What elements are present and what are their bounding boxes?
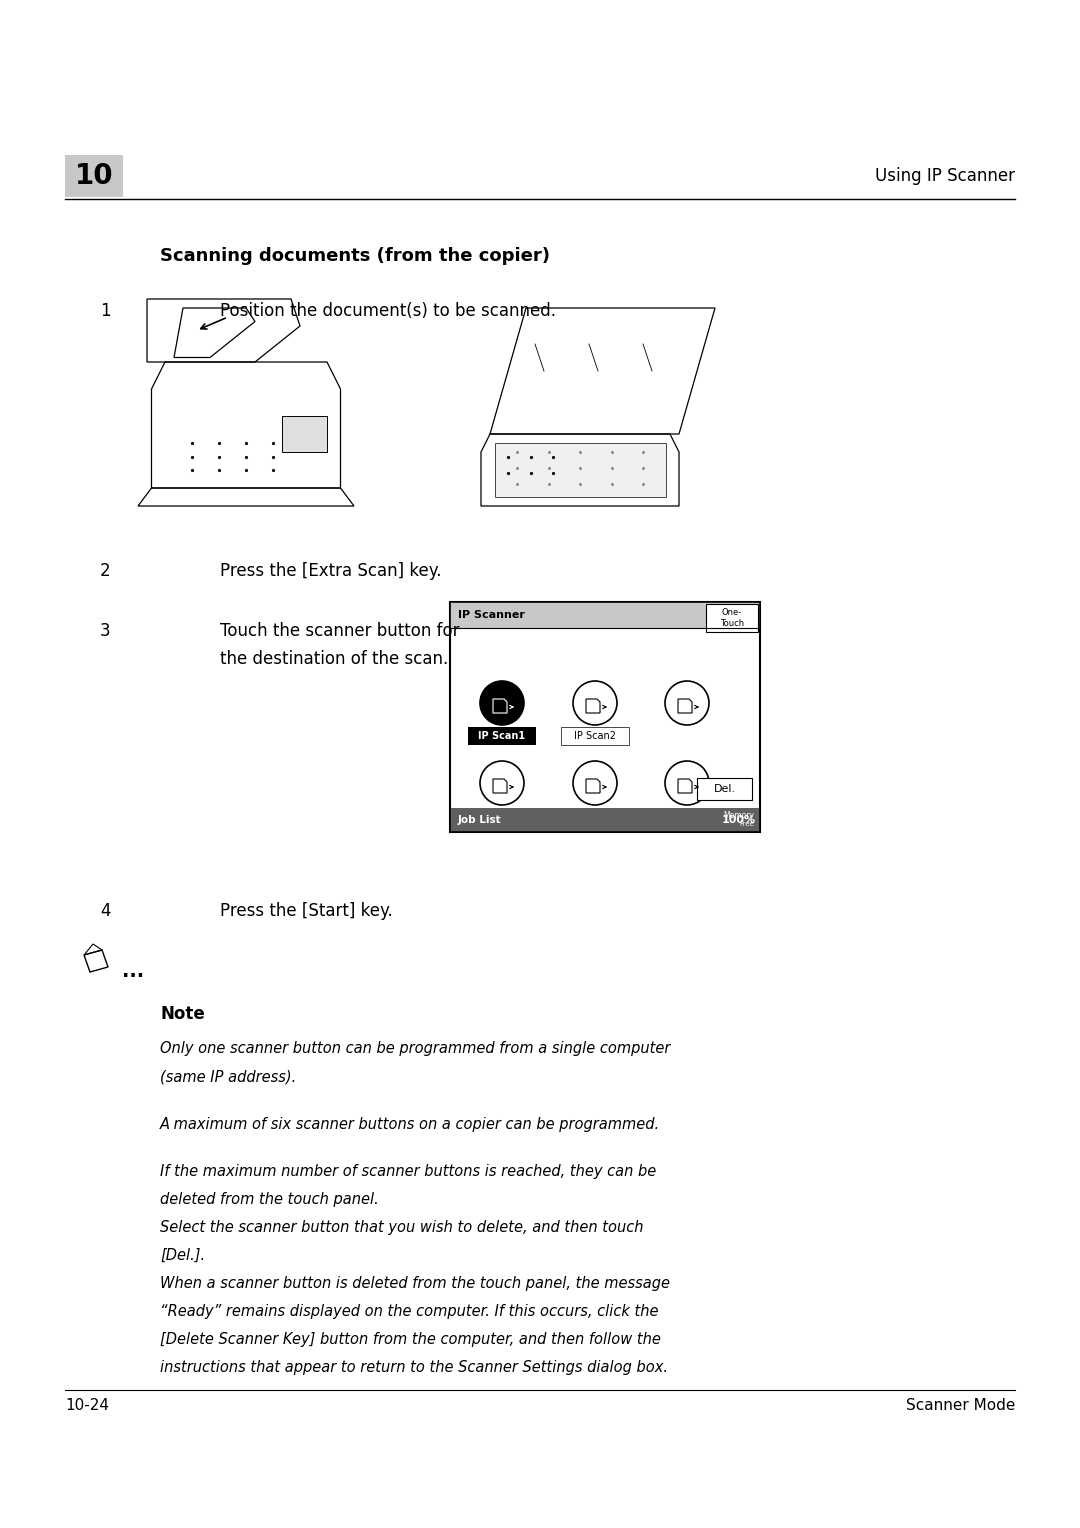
Text: When a scanner button is deleted from the touch panel, the message: When a scanner button is deleted from th… [160,1276,670,1291]
Circle shape [665,681,708,724]
FancyBboxPatch shape [65,154,123,197]
Text: Memory: Memory [723,811,754,821]
FancyBboxPatch shape [450,602,760,628]
Circle shape [573,761,617,805]
Text: Note: Note [160,1005,205,1024]
FancyBboxPatch shape [468,727,536,746]
Text: 10: 10 [75,162,113,189]
Text: If the maximum number of scanner buttons is reached, they can be: If the maximum number of scanner buttons… [160,1164,657,1180]
Text: IP Scan2: IP Scan2 [573,730,616,741]
Text: 3: 3 [100,622,110,640]
Text: Press the [Start] key.: Press the [Start] key. [220,902,393,920]
Text: [Delete Scanner Key] button from the computer, and then follow the: [Delete Scanner Key] button from the com… [160,1332,661,1348]
Text: [Del.].: [Del.]. [160,1248,205,1264]
Text: Using IP Scanner: Using IP Scanner [875,167,1015,185]
FancyBboxPatch shape [561,727,629,746]
Text: Free: Free [739,821,754,827]
Circle shape [480,761,524,805]
Text: IP Scanner: IP Scanner [458,610,525,620]
Text: A maximum of six scanner buttons on a copier can be programmed.: A maximum of six scanner buttons on a co… [160,1117,660,1132]
Text: Only one scanner button can be programmed from a single computer: Only one scanner button can be programme… [160,1041,671,1056]
Text: Del.: Del. [714,784,735,795]
FancyBboxPatch shape [706,604,758,633]
Text: ...: ... [122,963,144,981]
Text: “Ready” remains displayed on the computer. If this occurs, click the: “Ready” remains displayed on the compute… [160,1305,659,1319]
Polygon shape [492,779,507,793]
Text: IP Scan1: IP Scan1 [478,730,526,741]
Text: 100%: 100% [723,814,756,825]
Text: 1: 1 [100,303,110,319]
Text: Position the document(s) to be scanned.: Position the document(s) to be scanned. [220,303,556,319]
Text: Scanner Mode: Scanner Mode [906,1398,1015,1413]
Text: One-
Touch: One- Touch [720,608,744,628]
Circle shape [665,761,708,805]
Text: Job List: Job List [458,814,501,825]
Polygon shape [586,779,600,793]
FancyBboxPatch shape [450,808,760,833]
Text: (same IP address).: (same IP address). [160,1070,296,1083]
Polygon shape [678,779,692,793]
Text: the destination of the scan.: the destination of the scan. [220,649,448,668]
Polygon shape [586,698,600,714]
FancyBboxPatch shape [450,602,760,833]
Text: 10-24: 10-24 [65,1398,109,1413]
FancyBboxPatch shape [495,443,665,497]
Text: Press the [Extra Scan] key.: Press the [Extra Scan] key. [220,562,442,581]
Text: Select the scanner button that you wish to delete, and then touch: Select the scanner button that you wish … [160,1221,644,1235]
Text: 2: 2 [100,562,110,581]
FancyBboxPatch shape [697,778,752,801]
Polygon shape [492,698,507,714]
Circle shape [573,681,617,724]
Text: deleted from the touch panel.: deleted from the touch panel. [160,1192,379,1207]
Text: Touch the scanner button for: Touch the scanner button for [220,622,459,640]
FancyBboxPatch shape [282,416,327,452]
Text: Scanning documents (from the copier): Scanning documents (from the copier) [160,248,550,264]
Circle shape [480,681,524,724]
Text: 4: 4 [100,902,110,920]
Text: instructions that appear to return to the Scanner Settings dialog box.: instructions that appear to return to th… [160,1360,669,1375]
Polygon shape [678,698,692,714]
